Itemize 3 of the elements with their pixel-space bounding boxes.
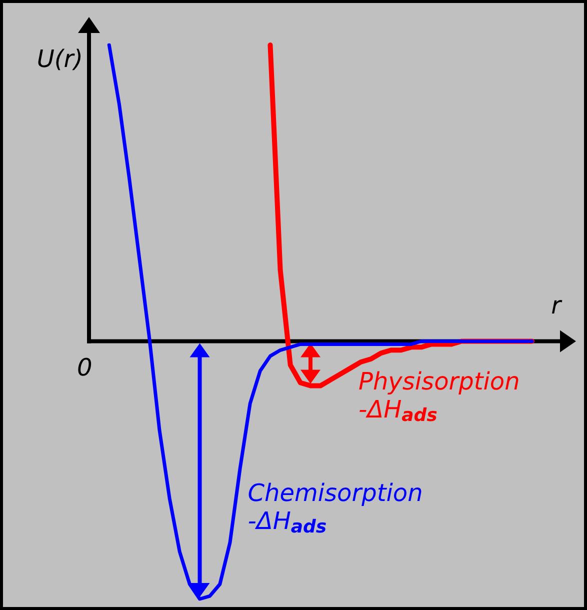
y-axis-title: U(r): [36, 45, 83, 73]
annotation: 0: [77, 353, 92, 382]
x-axis-title: r: [551, 291, 564, 320]
